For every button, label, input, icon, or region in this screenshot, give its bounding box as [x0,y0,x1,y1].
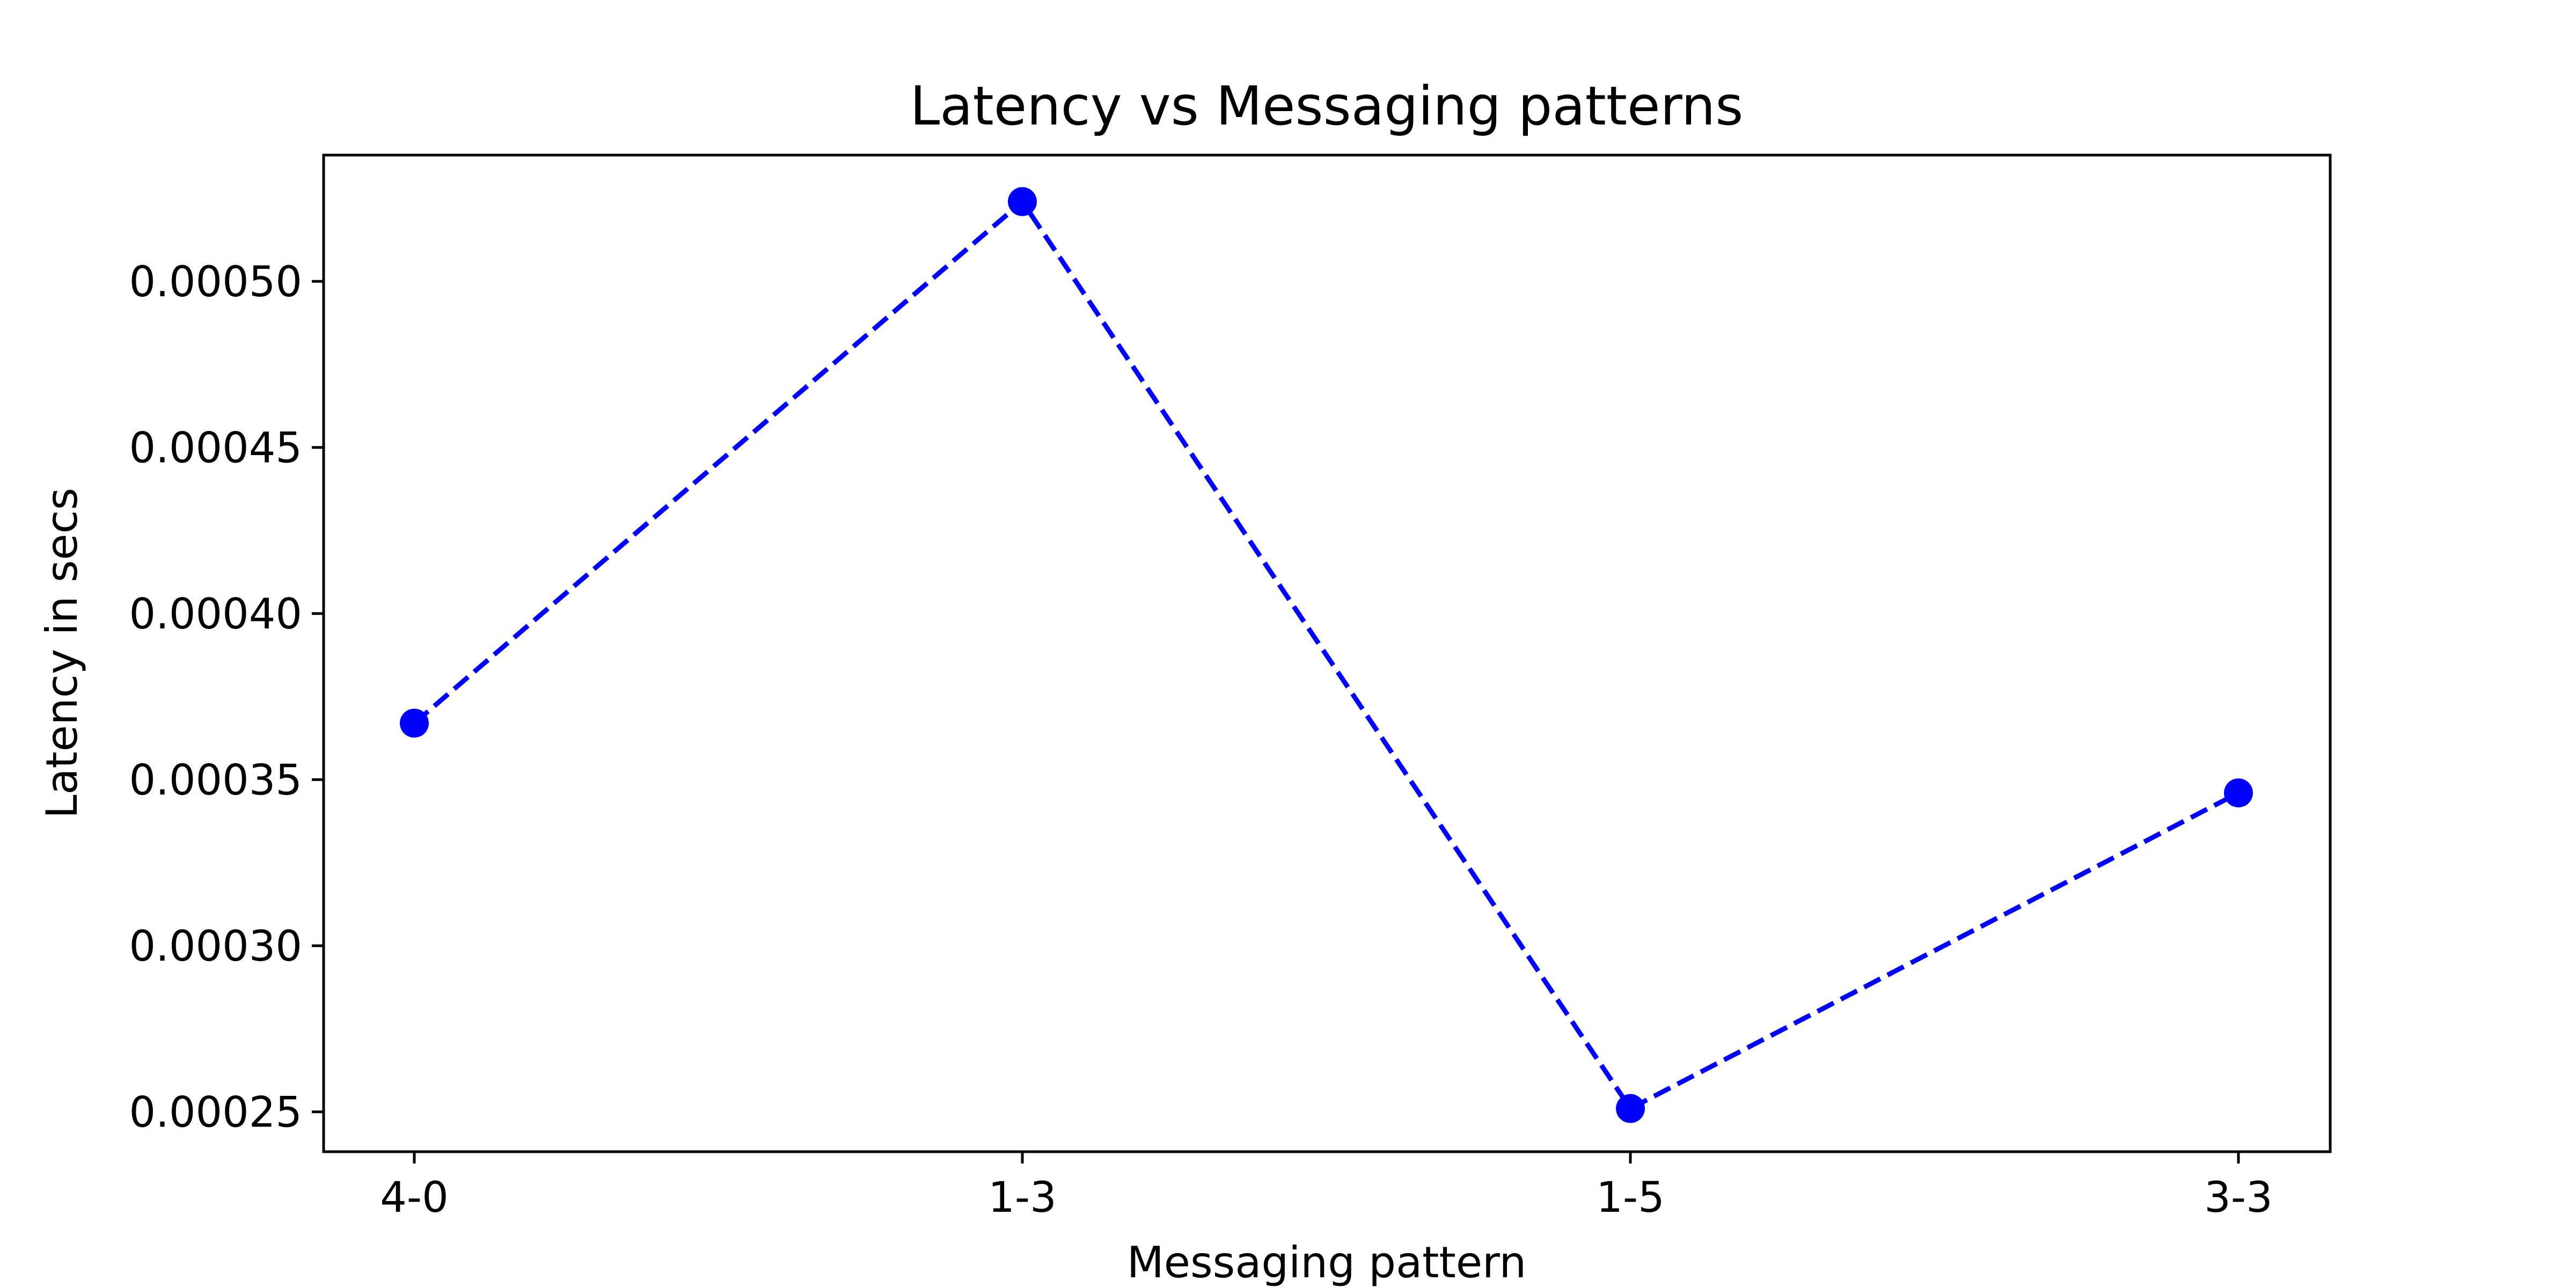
x-tick-label: 1-3 [988,1174,1056,1222]
y-tick-label: 0.00025 [129,1089,302,1137]
y-axis-label: Latency in secs [37,488,87,819]
data-point [400,708,429,738]
y-axis-ticks: 0.00025 0.00030 0.00035 0.00040 0.00045 0.000… [129,258,324,1137]
x-tick-label: 4-0 [380,1174,448,1222]
y-tick-label: 0.00050 [129,258,302,306]
data-point [1616,1094,1645,1123]
x-axis-ticks: 4-0 1-3 1-5 3-3 [380,1152,2273,1222]
y-tick-label: 0.00045 [129,425,302,473]
y-tick-label: 0.00030 [129,923,302,971]
y-tick-label: 0.00035 [129,757,302,805]
y-tick-label: 0.00040 [129,590,302,639]
data-point [1008,187,1037,216]
x-tick-label: 1-5 [1596,1174,1664,1222]
series-layer [400,187,2253,1123]
chart-title: Latency vs Messaging patterns [910,75,1744,137]
x-axis-label: Messaging pattern [1127,1238,1527,1287]
series-line [413,199,2240,1111]
plot-frame [322,153,2332,1153]
x-tick-label: 3-3 [2204,1174,2272,1222]
data-point [2224,778,2253,808]
